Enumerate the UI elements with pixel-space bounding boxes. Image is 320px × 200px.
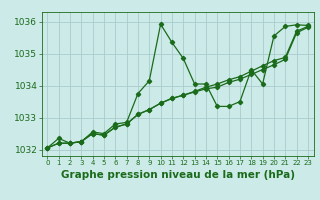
X-axis label: Graphe pression niveau de la mer (hPa): Graphe pression niveau de la mer (hPa): [60, 170, 295, 180]
